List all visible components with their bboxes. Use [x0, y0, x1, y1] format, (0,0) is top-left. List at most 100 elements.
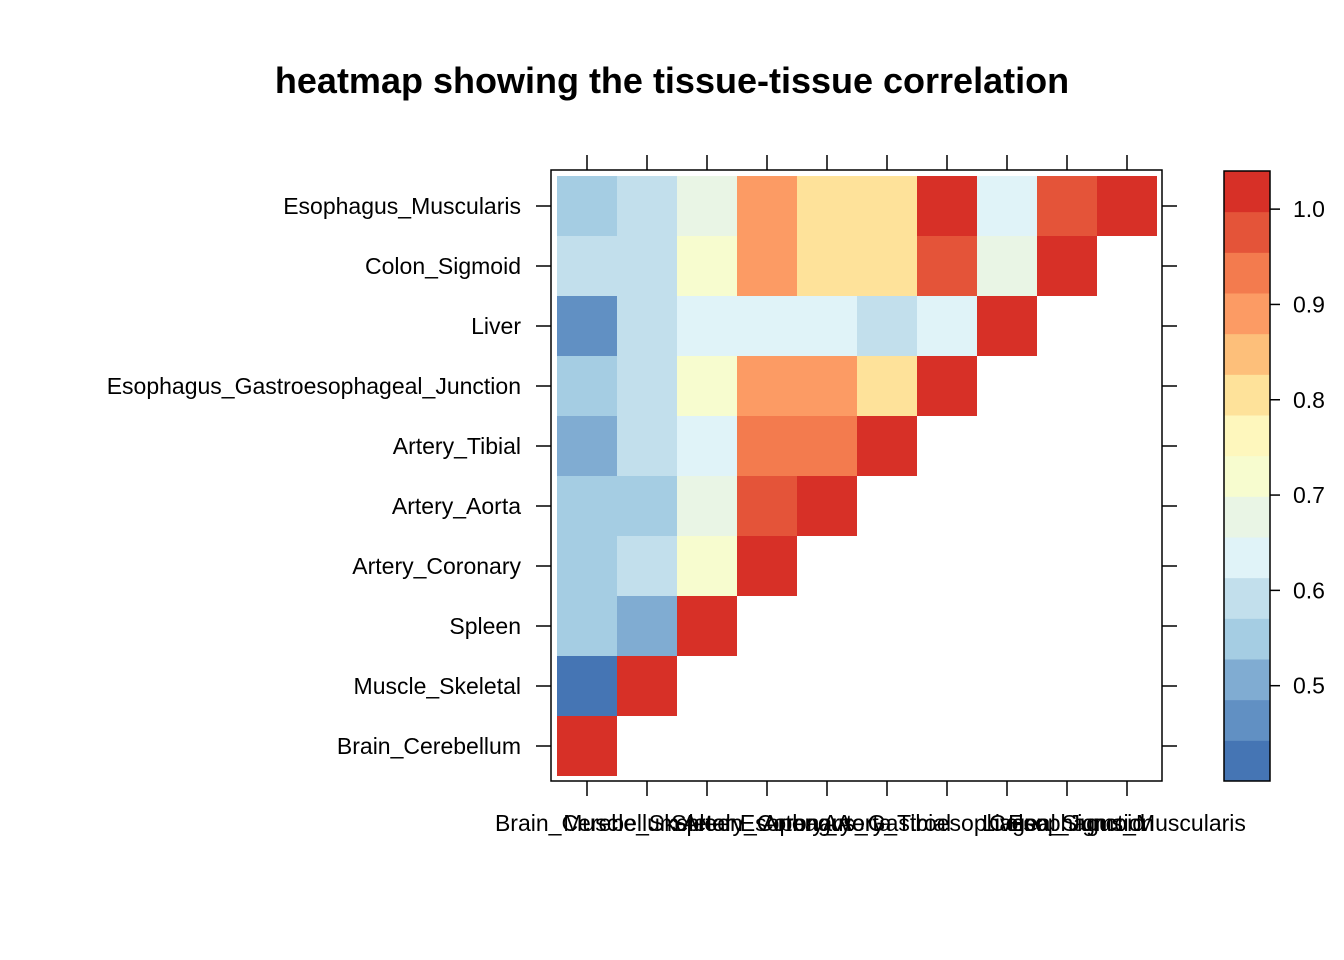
- heatmap-cell: [677, 296, 737, 356]
- colorbar-segment: [1224, 171, 1270, 213]
- y-tick-label: Spleen: [449, 613, 521, 639]
- colorbar-tick-label: 0.7: [1293, 482, 1325, 508]
- colorbar-segment: [1224, 740, 1270, 782]
- heatmap-cell: [557, 476, 617, 536]
- x-tick-label: Brain_Cerebellum: [495, 810, 679, 836]
- heatmap-cell: [797, 296, 857, 356]
- y-tick-label: Liver: [471, 313, 521, 339]
- heatmap-cell: [737, 296, 797, 356]
- heatmap-cell: [617, 236, 677, 296]
- heatmap-cell: [557, 176, 617, 236]
- heatmap-cell: [917, 236, 977, 296]
- colorbar-segment: [1224, 537, 1270, 579]
- heatmap-cell: [557, 536, 617, 596]
- y-tick-label: Brain_Cerebellum: [337, 733, 521, 759]
- x-tick-label: Artery_Coronary: [683, 810, 852, 836]
- x-tick-label: Muscle_Skeletal: [563, 810, 730, 836]
- heatmap-cell: [557, 596, 617, 656]
- heatmap-cell: [977, 236, 1037, 296]
- colorbar-segment: [1224, 659, 1270, 701]
- colorbar-segment: [1224, 415, 1270, 457]
- colorbar-segment: [1224, 252, 1270, 294]
- heatmap-cell: [1037, 236, 1097, 296]
- heatmap-cell: [917, 176, 977, 236]
- heatmap-cell: [557, 236, 617, 296]
- heatmap-cell: [917, 296, 977, 356]
- plot-frame: [550, 169, 1163, 782]
- heatmap-cell: [617, 476, 677, 536]
- colorbar-tick-label: 0.5: [1293, 673, 1325, 699]
- heatmap-cell: [977, 296, 1037, 356]
- heatmap-cell: [677, 536, 737, 596]
- colorbar-frame: [1223, 170, 1271, 782]
- colorbar: 0.5 0.6 0.7 0.8 0.9 1.0: [1223, 170, 1325, 782]
- y-tick-label: Muscle_Skeletal: [354, 673, 521, 699]
- heatmap-cell: [677, 176, 737, 236]
- heatmap-cell: [617, 356, 677, 416]
- x-tick-label: Artery_Aorta: [762, 810, 891, 836]
- heatmap-cell: [677, 236, 737, 296]
- colorbar-tick-label: 0.8: [1293, 387, 1325, 413]
- y-tick-label: Esophagus_Muscularis: [283, 193, 521, 219]
- heatmap-cell: [797, 176, 857, 236]
- colorbar-segment: [1224, 211, 1270, 253]
- heatmap-cell: [797, 356, 857, 416]
- heatmap-cell: [857, 296, 917, 356]
- heatmap-cell: [617, 416, 677, 476]
- heatmap-cells: [557, 176, 1157, 776]
- y-tick-label: Artery_Aorta: [392, 493, 521, 519]
- y-tick-label: Artery_Tibial: [393, 433, 521, 459]
- colorbar-tick-label: 0.6: [1293, 577, 1325, 603]
- colorbar-tick-label: 1.0: [1293, 196, 1325, 222]
- chart-title: heatmap showing the tissue-tissue correl…: [275, 60, 1069, 101]
- x-tick-label: Esophagus_Muscularis: [1008, 810, 1246, 836]
- axis-ticks: [536, 155, 1177, 796]
- heatmap-cell: [857, 236, 917, 296]
- heatmap-cell: [557, 356, 617, 416]
- x-tick-label: Spleen: [671, 810, 743, 836]
- colorbar-segment: [1224, 374, 1270, 416]
- heatmap-cell: [617, 596, 677, 656]
- y-tick-label: Artery_Coronary: [352, 553, 521, 579]
- heatmap-cell: [737, 416, 797, 476]
- heatmap-cell: [677, 416, 737, 476]
- heatmap-cell: [857, 416, 917, 476]
- heatmap-cell: [857, 176, 917, 236]
- x-tick-label: Liver: [982, 810, 1032, 836]
- heatmap-cell: [797, 476, 857, 536]
- heatmap-cell: [797, 416, 857, 476]
- heatmap-cell: [737, 356, 797, 416]
- heatmap-cell: [677, 476, 737, 536]
- heatmap-cell: [857, 356, 917, 416]
- heatmap-cell: [1037, 176, 1097, 236]
- y-tick-label: Colon_Sigmoid: [365, 253, 521, 279]
- heatmap-cell: [617, 656, 677, 716]
- x-tick-label: Artery_Tibial: [823, 810, 951, 836]
- heatmap-cell: [797, 236, 857, 296]
- heatmap-cell: [737, 476, 797, 536]
- heatmap-cell: [737, 176, 797, 236]
- heatmap-cell: [617, 176, 677, 236]
- heatmap-cell: [557, 296, 617, 356]
- heatmap-cell: [917, 356, 977, 416]
- x-tick-label: Esophagus_Gastroesophageal_Junction: [740, 810, 1154, 836]
- colorbar-segment: [1224, 618, 1270, 660]
- heatmap-cell: [557, 656, 617, 716]
- heatmap-cell: [677, 356, 737, 416]
- colorbar-segment: [1224, 496, 1270, 538]
- colorbar-segment: [1224, 699, 1270, 741]
- heatmap-cell: [617, 296, 677, 356]
- colorbar-segment: [1224, 333, 1270, 375]
- x-axis-labels: Brain_CerebellumMuscle_SkeletalSpleenArt…: [495, 810, 1246, 836]
- heatmap-cell: [557, 416, 617, 476]
- heatmap-cell: [737, 236, 797, 296]
- colorbar-segment: [1224, 577, 1270, 619]
- x-tick-label: Colon_Sigmoid: [989, 810, 1145, 836]
- colorbar-segment: [1224, 293, 1270, 335]
- heatmap-cell: [977, 176, 1037, 236]
- colorbar-segment: [1224, 455, 1270, 497]
- heatmap-cell: [737, 536, 797, 596]
- colorbar-tick-label: 0.9: [1293, 291, 1325, 317]
- heatmap-cell: [557, 716, 617, 776]
- heatmap-cell: [677, 596, 737, 656]
